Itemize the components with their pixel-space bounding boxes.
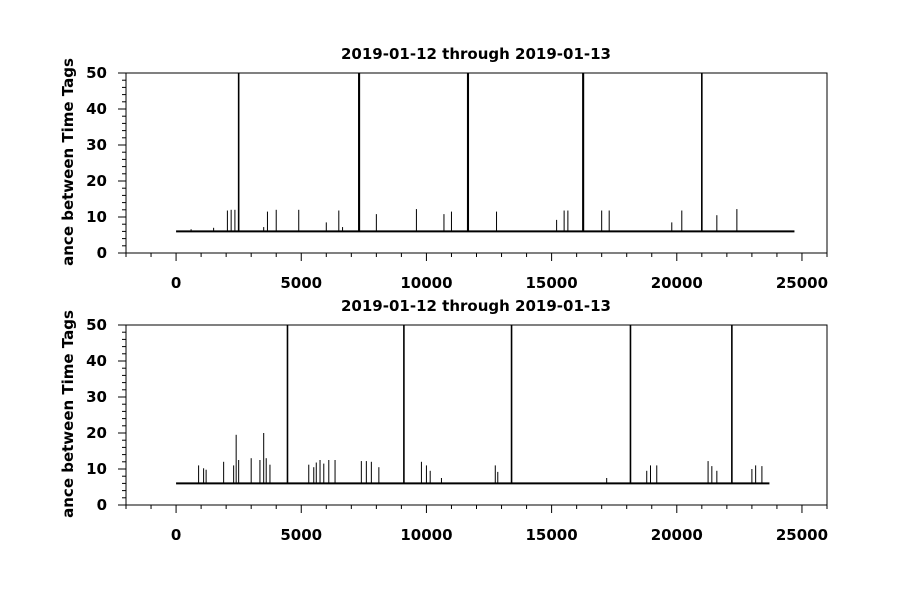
x-tick-label: 0 bbox=[171, 274, 181, 292]
x-tick-label: 25000 bbox=[776, 526, 828, 544]
chart-panel-top: 2019-01-12 through 2019-01-13 ance betwe… bbox=[59, 45, 828, 292]
y-axis-label: ance between Time Tags bbox=[59, 310, 77, 518]
chart-title: 2019-01-12 through 2019-01-13 bbox=[341, 297, 611, 315]
y-tick-label: 50 bbox=[86, 316, 107, 334]
plot-frame bbox=[125, 324, 828, 506]
x-tick-label: 15000 bbox=[526, 274, 578, 292]
y-axis: 0 10 20 30 40 50 bbox=[86, 316, 126, 514]
chart-panel-bottom: 2019-01-12 through 2019-01-13 ance betwe… bbox=[59, 297, 828, 544]
x-tick-label: 5000 bbox=[280, 274, 322, 292]
x-tick-label: 25000 bbox=[776, 274, 828, 292]
y-axis-label: ance between Time Tags bbox=[59, 58, 77, 266]
y-axis: 0 10 20 30 40 50 bbox=[86, 64, 126, 262]
x-tick-label: 20000 bbox=[651, 274, 703, 292]
y-tick-label: 40 bbox=[86, 352, 107, 370]
x-axis: 0 5000 10000 15000 20000 25000 bbox=[125, 253, 828, 292]
x-tick-label: 10000 bbox=[400, 274, 452, 292]
y-tick-label: 0 bbox=[97, 244, 107, 262]
y-tick-label: 30 bbox=[86, 136, 107, 154]
series-layer bbox=[176, 325, 770, 485]
chart-title: 2019-01-12 through 2019-01-13 bbox=[341, 45, 611, 63]
y-tick-label: 20 bbox=[86, 424, 107, 442]
x-tick-label: 10000 bbox=[400, 526, 452, 544]
x-tick-label: 5000 bbox=[280, 526, 322, 544]
y-tick-label: 50 bbox=[86, 64, 107, 82]
y-tick-label: 0 bbox=[97, 496, 107, 514]
y-tick-label: 40 bbox=[86, 100, 107, 118]
x-axis: 0 5000 10000 15000 20000 25000 bbox=[125, 505, 828, 544]
x-tick-label: 0 bbox=[171, 526, 181, 544]
x-tick-label: 20000 bbox=[651, 526, 703, 544]
y-tick-label: 10 bbox=[86, 208, 107, 226]
y-tick-label: 20 bbox=[86, 172, 107, 190]
y-tick-label: 30 bbox=[86, 388, 107, 406]
series-layer bbox=[176, 73, 795, 233]
x-tick-label: 15000 bbox=[526, 526, 578, 544]
y-tick-label: 10 bbox=[86, 460, 107, 478]
